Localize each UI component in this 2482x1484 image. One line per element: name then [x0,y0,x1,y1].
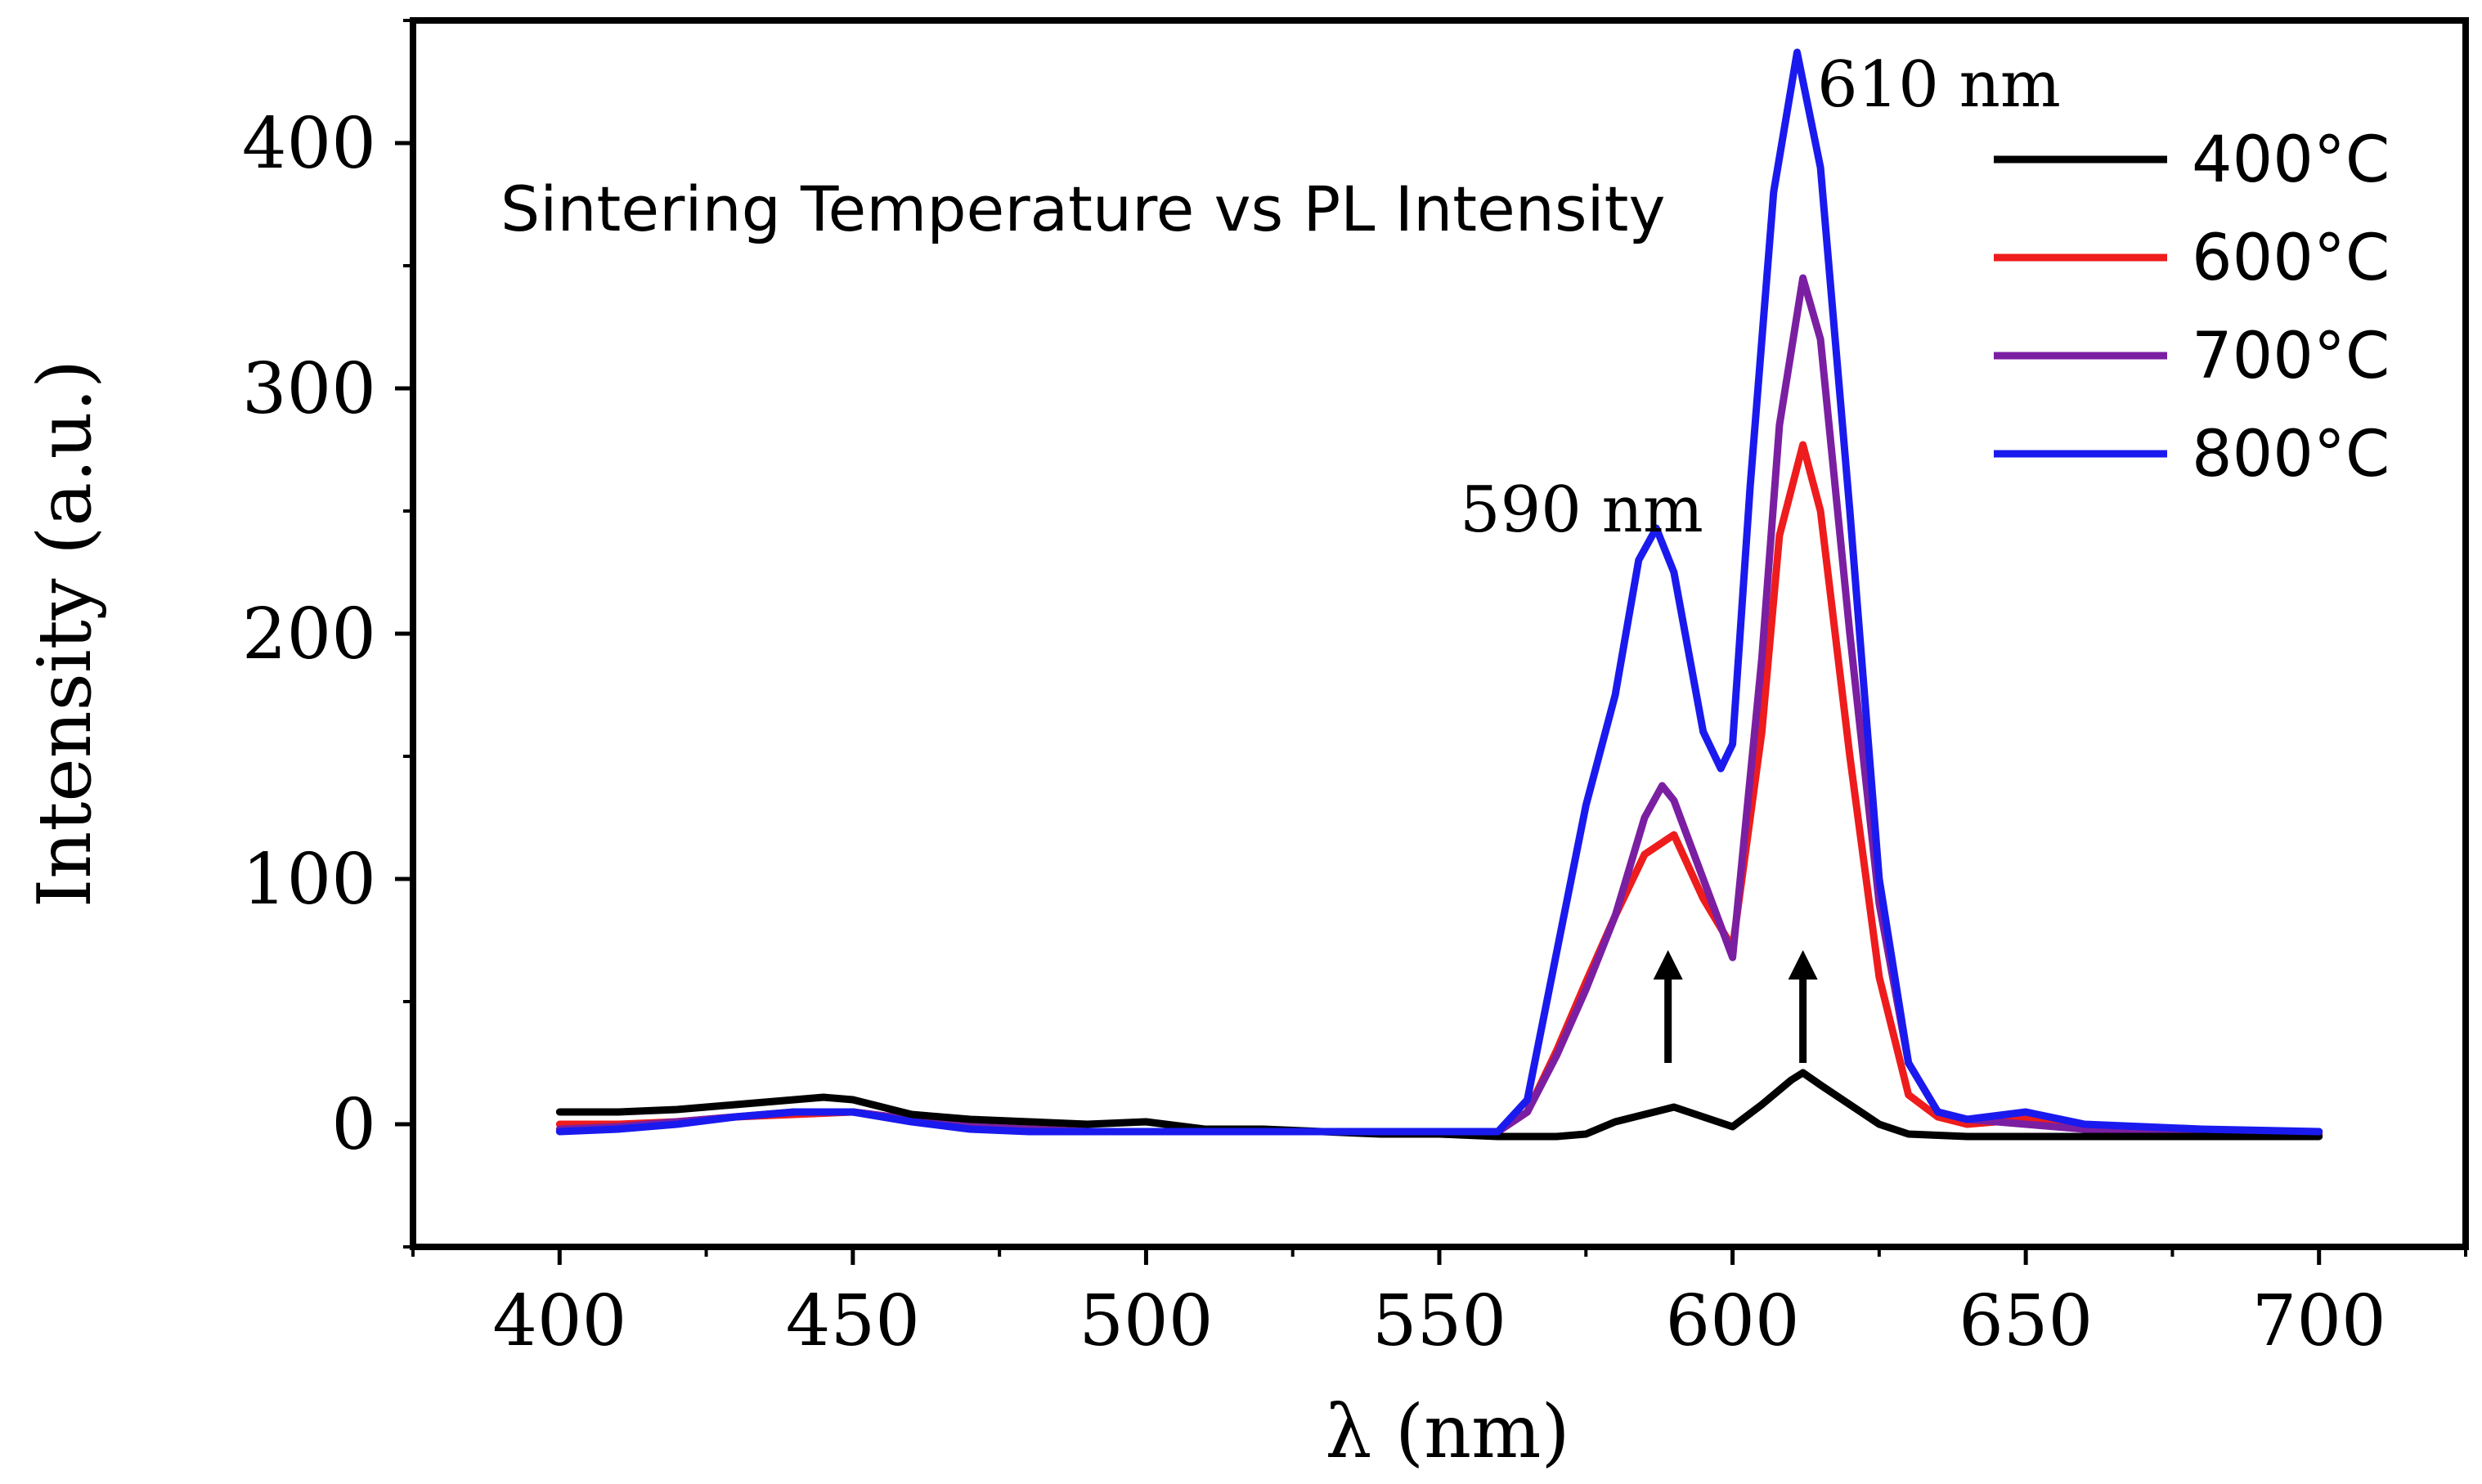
peak-label-610: 610 nm [1817,48,2061,122]
y-tick-label: 100 [242,839,376,921]
legend: 400°C 600°C 700°C 800°C [1994,123,2390,491]
x-tick-label: 450 [786,1280,920,1362]
series-layer [555,48,2323,1141]
x-tick-label: 600 [1665,1280,1799,1362]
y-tick-label: 300 [242,348,376,430]
x-tick-label: 400 [492,1280,626,1362]
x-tick-label: 650 [1959,1280,2093,1362]
series-line-800 [555,48,2323,1136]
chart-title: Sintering Temperature vs PL Intensity [500,173,1665,245]
y-tick-label: 200 [242,594,376,675]
legend-label-600: 600°C [2192,222,2390,295]
y-axis-title: Intensity (a.u.) [22,360,108,908]
peak-arrows [1653,950,1818,1063]
series-line-700 [555,274,2323,1136]
legend-label-700: 700°C [2192,320,2390,393]
y-tick-label: 400 [242,103,376,185]
x-tick-label: 700 [2252,1280,2386,1362]
y-tick-label: 0 [331,1084,376,1166]
legend-label-800: 800°C [2192,418,2390,491]
legend-label-400: 400°C [2192,123,2390,197]
series-line-400 [555,1069,2323,1141]
x-tick-label: 550 [1372,1280,1506,1362]
x-tick-label: 500 [1079,1280,1213,1362]
x-axis-title: λ (nm) [1325,1389,1569,1475]
peak-label-590: 590 nm [1460,473,1703,547]
series-line-600 [555,441,2323,1138]
axis-ticks: 0 100 200 300 400 400 450 500 550 600 650 700 [242,19,2467,1362]
